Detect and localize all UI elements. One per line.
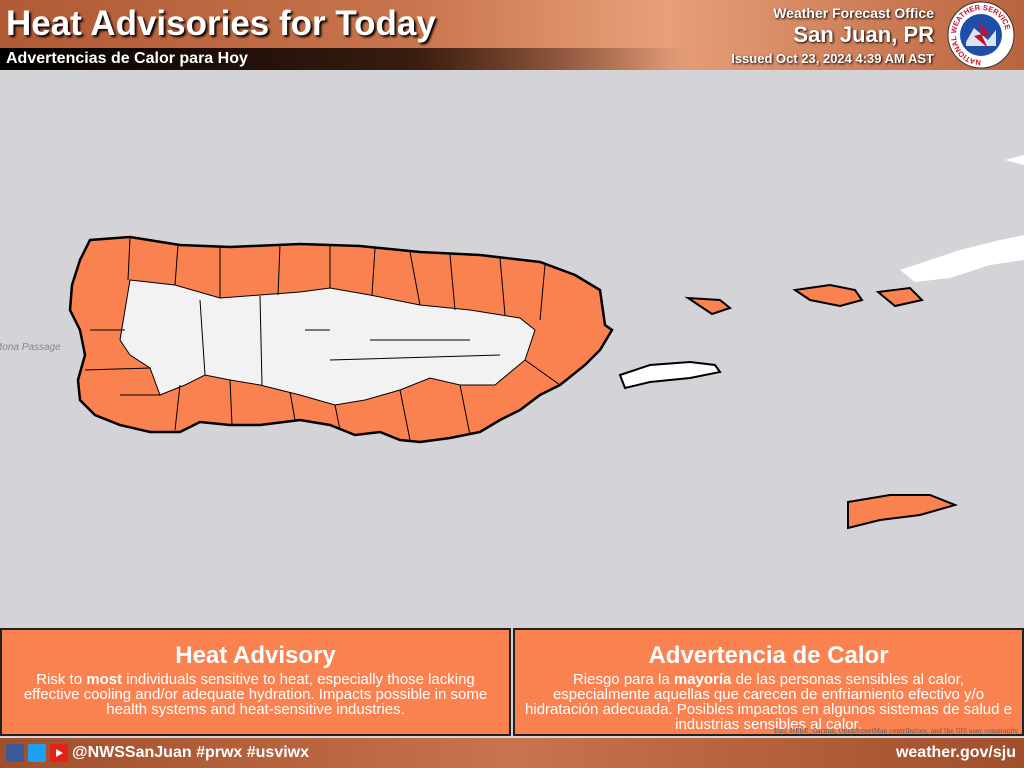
map-label: Mona Passage xyxy=(0,342,61,353)
st-john xyxy=(875,286,924,308)
logo-bolt xyxy=(974,22,990,48)
website[interactable]: weather.gov/sju xyxy=(895,744,1016,761)
legend-text: Riesgo para la mayoría de las personas s… xyxy=(525,672,1012,732)
st-croix xyxy=(847,494,959,530)
facebook-icon[interactable] xyxy=(6,744,24,762)
text: individuals sensitive to heat, especiall… xyxy=(23,671,488,718)
st-thomas xyxy=(792,283,864,308)
map: Mona Passage xyxy=(0,70,1024,626)
bvi-islands xyxy=(900,155,1024,282)
nws-logo: NATIONAL WEATHER SERVICE xyxy=(947,1,1015,69)
legend-title: Heat Advisory xyxy=(175,642,336,669)
text: Riesgo para la xyxy=(572,671,674,688)
emphasis: most xyxy=(86,671,123,688)
text: Risk to xyxy=(36,671,87,688)
issued: Issued Oct 23, 2024 4:39 AM AST xyxy=(731,51,934,66)
subtitle: Advertencias de Calor para Hoy xyxy=(6,50,248,67)
title: Heat Advisories for Today xyxy=(6,4,436,43)
emphasis: mayoría xyxy=(673,671,732,688)
legend-text: Risk to most individuals sensitive to he… xyxy=(12,672,499,717)
play-glyph xyxy=(56,749,63,757)
puerto-rico-no-advisory xyxy=(119,279,536,406)
municipal-borders xyxy=(84,237,561,441)
header: Heat Advisories for Today Advertencias d… xyxy=(0,0,1024,70)
legend-es: Advertencia de Calor Riesgo para la mayo… xyxy=(513,628,1024,736)
subtitle-bar xyxy=(0,48,690,70)
social-handles: @NWSSanJuan #prwx #usviwx xyxy=(72,744,310,761)
social-icons xyxy=(6,744,68,762)
location: San Juan, PR xyxy=(793,22,934,47)
footer: @NWSSanJuan #prwx #usviwx weather.gov/sj… xyxy=(0,738,1024,768)
attribution: Esri, HERE, Garmin, OpenStreetMap contri… xyxy=(773,728,1018,735)
legend-en: Heat Advisory Risk to most individuals s… xyxy=(0,628,511,736)
twitter-icon[interactable] xyxy=(28,744,46,762)
culebra xyxy=(684,296,733,316)
office: Weather Forecast Office xyxy=(773,5,934,21)
vieques xyxy=(618,360,722,390)
text: de las personas sensibles al calor, espe… xyxy=(525,671,1012,733)
legend-title: Advertencia de Calor xyxy=(648,642,889,669)
